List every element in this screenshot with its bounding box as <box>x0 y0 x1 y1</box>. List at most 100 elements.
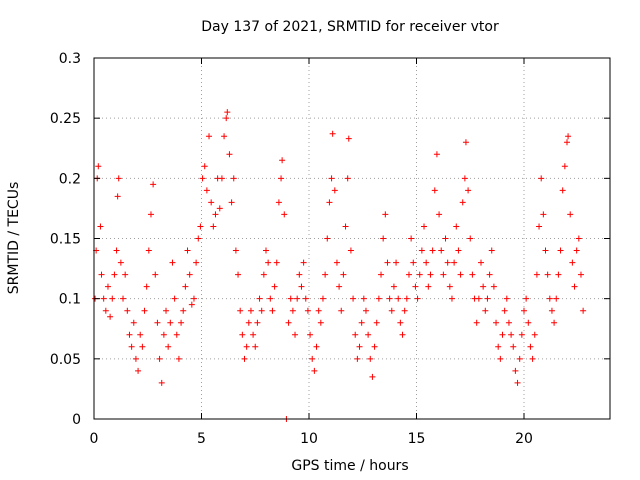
data-point <box>184 247 191 254</box>
data-point <box>575 235 582 242</box>
data-point <box>354 355 361 362</box>
data-point <box>158 379 165 386</box>
data-point <box>258 307 265 314</box>
y-tick-label: 0 <box>72 412 81 428</box>
data-point <box>247 307 254 314</box>
data-point <box>469 271 476 278</box>
data-point <box>518 331 525 338</box>
data-point <box>459 199 466 206</box>
data-point <box>135 367 142 374</box>
data-point <box>275 199 282 206</box>
data-point <box>228 199 235 206</box>
data-point <box>232 247 239 254</box>
data-point <box>347 247 354 254</box>
data-point <box>486 271 493 278</box>
data-point <box>273 259 280 266</box>
data-point <box>173 331 180 338</box>
data-point <box>237 307 244 314</box>
data-point <box>180 307 187 314</box>
data-point <box>367 355 374 362</box>
data-point <box>555 271 562 278</box>
data-point <box>482 307 489 314</box>
y-tick-label: 0.05 <box>50 352 81 368</box>
data-point <box>442 235 449 242</box>
data-point <box>132 355 139 362</box>
data-point <box>382 211 389 218</box>
data-point <box>336 283 343 290</box>
data-point <box>436 211 443 218</box>
data-point <box>365 331 372 338</box>
data-point <box>100 295 107 302</box>
data-point <box>403 295 410 302</box>
data-point <box>107 313 114 320</box>
data-point <box>580 307 587 314</box>
x-axis-label: GPS time / hours <box>291 458 408 474</box>
data-point <box>294 295 301 302</box>
data-point <box>126 331 133 338</box>
x-tick-label: 20 <box>515 431 533 447</box>
data-point <box>490 283 497 290</box>
data-point <box>241 355 248 362</box>
data-point <box>429 247 436 254</box>
data-point <box>279 157 286 164</box>
data-point <box>557 247 564 254</box>
data-point <box>497 355 504 362</box>
data-point <box>186 271 193 278</box>
data-point <box>111 271 118 278</box>
y-tick-label: 0.2 <box>59 171 81 187</box>
data-point <box>285 319 292 326</box>
data-point <box>304 307 311 314</box>
x-tick-label: 10 <box>300 431 318 447</box>
data-point <box>410 259 417 266</box>
data-point <box>448 295 455 302</box>
data-point <box>322 271 329 278</box>
data-point <box>104 283 111 290</box>
data-point <box>444 259 451 266</box>
data-point <box>418 247 425 254</box>
data-point <box>425 283 432 290</box>
data-point <box>250 331 257 338</box>
data-point <box>128 343 135 350</box>
data-point <box>384 259 391 266</box>
data-point <box>505 319 512 326</box>
data-point <box>182 283 189 290</box>
data-point <box>165 343 172 350</box>
data-point <box>154 319 161 326</box>
data-point <box>512 367 519 374</box>
data-point <box>540 211 547 218</box>
data-point <box>97 223 104 230</box>
data-point <box>356 343 363 350</box>
data-point <box>388 307 395 314</box>
data-point <box>423 259 430 266</box>
data-point <box>338 307 345 314</box>
data-point <box>399 331 406 338</box>
data-point <box>326 199 333 206</box>
data-point <box>473 319 480 326</box>
data-point <box>393 259 400 266</box>
data-point <box>514 379 521 386</box>
grid <box>94 58 610 419</box>
data-point <box>446 283 453 290</box>
data-point <box>525 319 532 326</box>
data-point <box>569 259 576 266</box>
data-point <box>167 319 174 326</box>
data-point <box>350 295 357 302</box>
data-point <box>307 331 314 338</box>
data-point <box>344 175 351 182</box>
data-point <box>313 343 320 350</box>
data-point <box>542 247 549 254</box>
x-tick-label: 15 <box>408 431 426 447</box>
data-point <box>292 331 299 338</box>
data-point <box>358 319 365 326</box>
data-point <box>169 259 176 266</box>
data-point <box>531 331 538 338</box>
data-point <box>147 211 154 218</box>
data-point <box>462 139 469 146</box>
data-point <box>195 235 202 242</box>
data-point <box>218 175 225 182</box>
data-point <box>461 175 468 182</box>
data-point <box>533 271 540 278</box>
data-point <box>188 301 195 308</box>
data-point <box>564 139 570 146</box>
data-point <box>298 283 305 290</box>
